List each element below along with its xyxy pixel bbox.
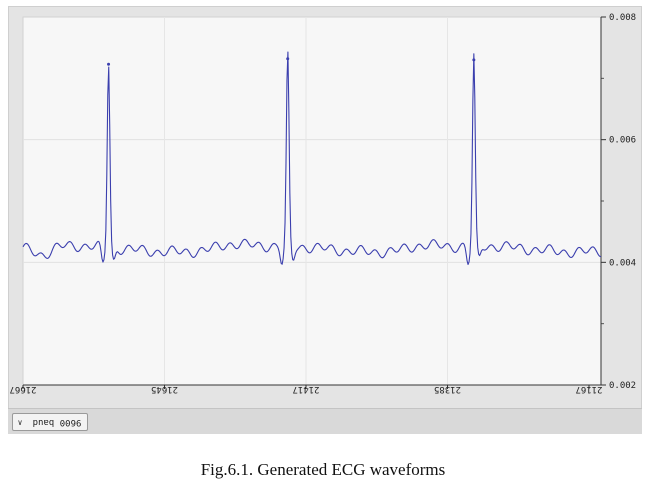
x-tick-label: 21167 <box>575 384 602 394</box>
y-tick-label: 0.002 <box>609 381 636 391</box>
bottom-toolbar: ∨ 9600 baud <box>8 408 642 434</box>
line-layer <box>22 51 602 266</box>
figure-caption: Fig.6.1. Generated ECG waveforms <box>200 460 446 479</box>
baud-rate-value: 9600 baud <box>32 417 82 427</box>
x-tick-label: 21417 <box>292 384 319 394</box>
ecg-series-line <box>22 51 602 266</box>
x-tick-label: 21385 <box>434 384 461 394</box>
ecg-chart: 0.002 0.004 0.006 0.008 21667 21645 21417 21385… <box>9 13 636 394</box>
baud-rate-select[interactable]: ∨ 9600 baud <box>12 413 88 431</box>
y-tick-label: 0.006 <box>609 136 636 146</box>
x-tick-label: 21645 <box>151 384 178 394</box>
axis-layer <box>22 16 606 389</box>
r-peak-point <box>107 62 111 66</box>
chevron-down-icon: ∨ <box>17 417 23 427</box>
x-tick-label: 21667 <box>9 384 36 394</box>
grid-layer <box>23 17 601 385</box>
plot-area <box>22 16 602 386</box>
label-layer: 0.002 0.004 0.006 0.008 21667 21645 21417 21385… <box>9 13 636 394</box>
y-tick-label: 0.008 <box>609 13 636 23</box>
y-tick-label: 0.004 <box>609 258 636 268</box>
r-peak-point <box>286 57 290 61</box>
r-peak-point <box>472 58 476 62</box>
